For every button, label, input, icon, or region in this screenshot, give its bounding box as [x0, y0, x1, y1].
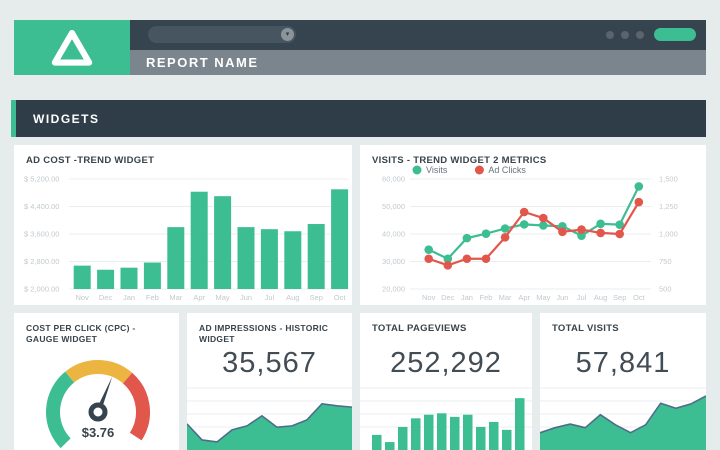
svg-text:Aug: Aug — [286, 293, 299, 302]
widget-title: AD IMPRESSIONS - HISTORIC WIDGET — [199, 323, 329, 345]
browser-toolbar: ▾ — [130, 20, 706, 50]
svg-text:Ad Clicks: Ad Clicks — [488, 165, 526, 175]
visits-line-chart: 60,000 1,500 50,000 1,250 40,000 1,000 30,000 7… — [382, 165, 678, 302]
svg-text:Mar: Mar — [169, 293, 182, 302]
svg-text:40,000: 40,000 — [382, 230, 405, 239]
svg-text:Jun: Jun — [240, 293, 252, 302]
svg-text:Dec: Dec — [99, 293, 113, 302]
widget-total-visits: TOTAL VISITS 57,841 — [540, 313, 706, 450]
svg-text:Feb: Feb — [146, 293, 159, 302]
brand-logo — [14, 20, 130, 75]
metric-value: 252,292 — [390, 347, 502, 379]
widget-ad-cost-trend: AD COST -TREND WIDGET $ 5,200.00 $ 4,400.… — [14, 145, 352, 305]
svg-text:1,250: 1,250 — [659, 202, 678, 211]
report-title: REPORT NAME — [146, 55, 259, 70]
widgets-section-header: WIDGETS — [11, 100, 706, 137]
window-dot[interactable] — [636, 31, 644, 39]
svg-text:$ 5,200.00: $ 5,200.00 — [24, 175, 59, 184]
report-header: REPORT NAME — [130, 50, 706, 75]
window-dot[interactable] — [606, 31, 614, 39]
svg-text:Jul: Jul — [577, 293, 587, 302]
svg-text:Jan: Jan — [123, 293, 135, 302]
ad-cost-bar-chart: $ 5,200.00 $ 4,400.00 $ 3,600.00 $ 2,800.00… — [24, 175, 349, 302]
svg-text:Jun: Jun — [556, 293, 568, 302]
primary-action-button[interactable] — [654, 28, 696, 41]
svg-text:50,000: 50,000 — [382, 202, 405, 211]
chevron-down-icon: ▾ — [281, 28, 294, 41]
widget-title: TOTAL PAGEVIEWS — [372, 323, 467, 334]
svg-text:30,000: 30,000 — [382, 257, 405, 266]
metric-value: 57,841 — [575, 347, 671, 379]
widget-title: VISITS - TREND WIDGET 2 METRICS — [372, 155, 547, 166]
report-select-dropdown[interactable]: ▾ — [148, 26, 296, 43]
svg-text:May: May — [216, 293, 230, 302]
widget-total-pageviews: TOTAL PAGEVIEWS 252,292 — [360, 313, 532, 450]
svg-text:500: 500 — [659, 285, 672, 294]
cpc-gauge-chart: $3.76 — [46, 360, 150, 449]
browser-window: ▾ REPORT NAME — [14, 20, 706, 75]
svg-text:Dec: Dec — [441, 293, 455, 302]
svg-text:Visits: Visits — [426, 165, 448, 175]
svg-text:1,000: 1,000 — [659, 230, 678, 239]
svg-text:Sep: Sep — [310, 293, 323, 302]
svg-text:$ 2,800.00: $ 2,800.00 — [24, 257, 59, 266]
svg-text:Jul: Jul — [265, 293, 275, 302]
svg-text:Aug: Aug — [594, 293, 607, 302]
widget-title: AD COST -TREND WIDGET — [26, 155, 155, 166]
widget-title: COST PER CLICK (CPC) - GAUGE WIDGET — [26, 323, 136, 345]
svg-text:Nov: Nov — [422, 293, 436, 302]
svg-text:Jan: Jan — [461, 293, 473, 302]
widget-title: TOTAL VISITS — [552, 323, 619, 334]
svg-text:$3.76: $3.76 — [82, 425, 115, 440]
svg-text:1,500: 1,500 — [659, 175, 678, 184]
widget-visits-trend: VISITS - TREND WIDGET 2 METRICS 60,000 1,… — [360, 145, 706, 305]
svg-text:Mar: Mar — [499, 293, 512, 302]
widget-ad-impressions: AD IMPRESSIONS - HISTORIC WIDGET 35,567 — [187, 313, 352, 450]
pageviews-bar-spark — [360, 387, 532, 450]
svg-text:$ 2,000.00: $ 2,000.00 — [24, 285, 59, 294]
svg-text:60,000: 60,000 — [382, 175, 405, 184]
section-title: WIDGETS — [33, 111, 100, 126]
ad-impressions-area-spark — [187, 387, 352, 450]
svg-text:May: May — [536, 293, 550, 302]
svg-text:750: 750 — [659, 257, 672, 266]
svg-text:Apr: Apr — [518, 293, 530, 302]
svg-text:Sep: Sep — [613, 293, 626, 302]
svg-text:$ 3,600.00: $ 3,600.00 — [24, 230, 59, 239]
drive-triangle-icon — [51, 29, 93, 66]
svg-text:20,000: 20,000 — [382, 285, 405, 294]
svg-text:Oct: Oct — [334, 293, 347, 302]
metric-value: 35,567 — [222, 347, 317, 379]
svg-text:$ 4,400.00: $ 4,400.00 — [24, 202, 59, 211]
window-dots — [606, 31, 644, 39]
svg-text:Nov: Nov — [76, 293, 90, 302]
svg-text:Apr: Apr — [193, 293, 205, 302]
window-dot[interactable] — [621, 31, 629, 39]
svg-text:Oct: Oct — [633, 293, 646, 302]
visits-area-spark — [540, 387, 706, 450]
svg-text:Feb: Feb — [480, 293, 493, 302]
widget-cpc-gauge: COST PER CLICK (CPC) - GAUGE WIDGET $3.7… — [14, 313, 179, 450]
